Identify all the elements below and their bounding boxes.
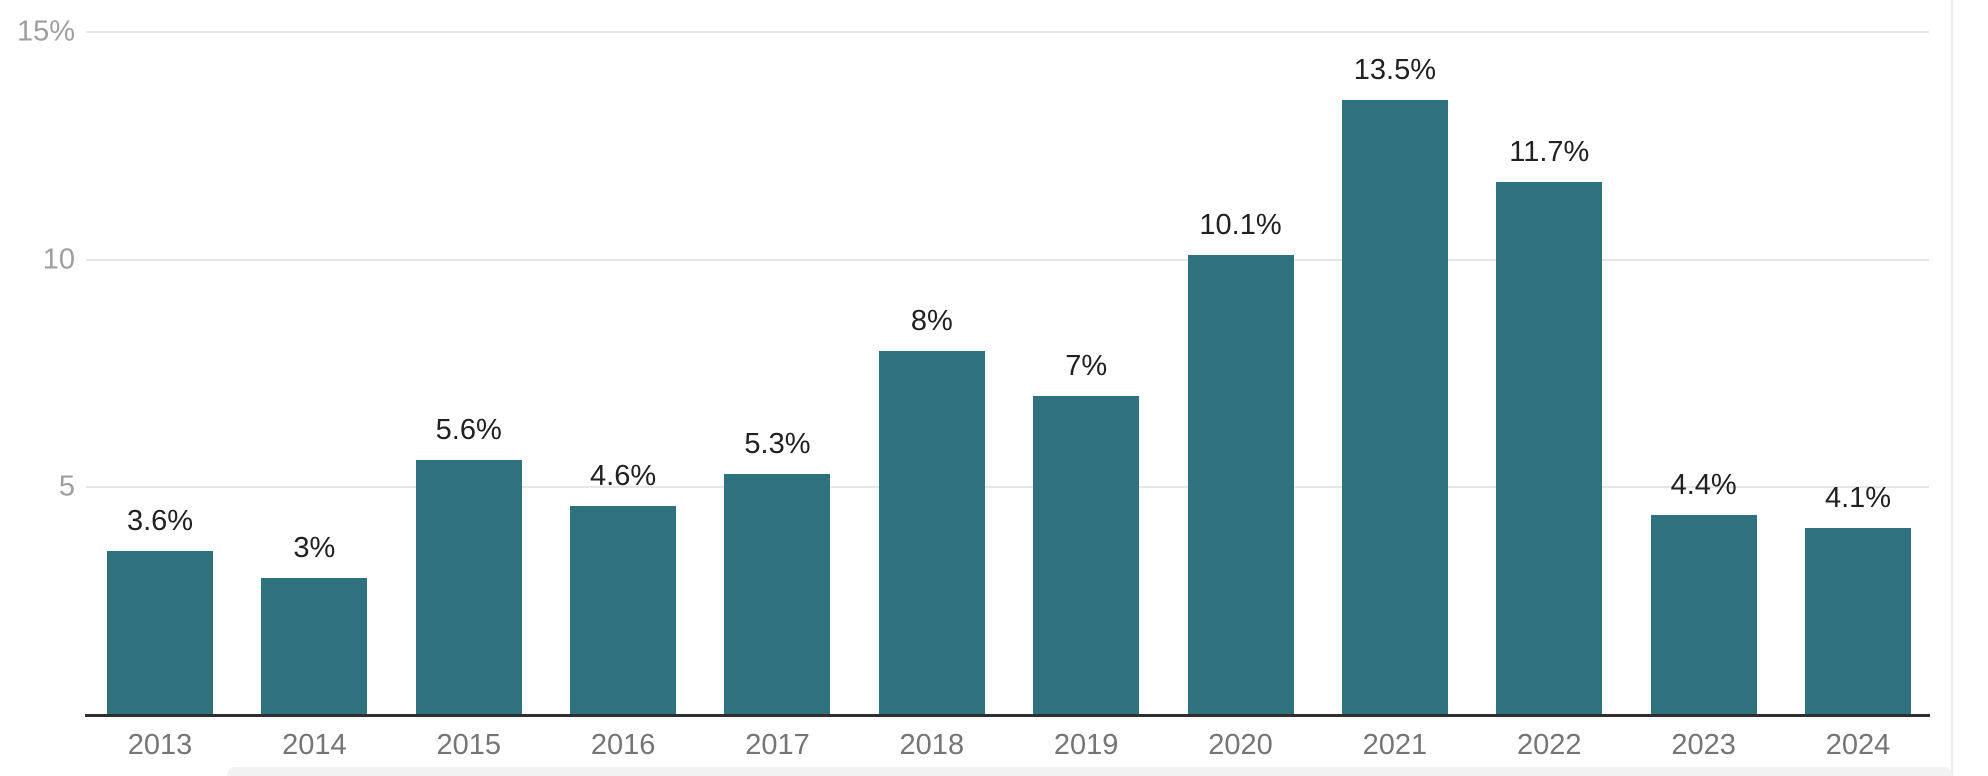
bar-value-label: 13.5% bbox=[1353, 54, 1437, 87]
x-axis-tick-label: 2016 bbox=[590, 729, 656, 761]
bar-value-label: 10.1% bbox=[1199, 209, 1282, 242]
content-edge-divider bbox=[1951, 0, 1953, 776]
gridline-5 bbox=[86, 486, 1929, 489]
x-axis-tick-label: 2021 bbox=[1362, 729, 1428, 761]
bar-value-label: 3% bbox=[293, 532, 336, 565]
bar-value-label: 4.6% bbox=[590, 459, 657, 492]
gridline-10 bbox=[86, 258, 1929, 261]
x-axis-tick-label: 2014 bbox=[282, 729, 347, 761]
bar-value-label: 3.6% bbox=[126, 505, 194, 538]
bar-value-label: 4.4% bbox=[1670, 468, 1737, 501]
bar-value-label: 4.1% bbox=[1824, 482, 1892, 515]
bar-value-label: 8% bbox=[910, 304, 953, 337]
y-axis-tick-label: 5 bbox=[58, 470, 75, 503]
y-axis-tick-label: 10 bbox=[42, 243, 75, 276]
x-axis-tick-label: 2015 bbox=[436, 729, 501, 761]
bar-value-label: 11.7% bbox=[1509, 136, 1590, 169]
x-axis-tick-label: 2019 bbox=[1053, 729, 1119, 761]
bar-2019[interactable] bbox=[1033, 396, 1140, 715]
bar-2016[interactable] bbox=[570, 505, 677, 715]
x-axis-tick-label: 2024 bbox=[1825, 729, 1891, 761]
cutoff-element-below-chart bbox=[227, 767, 1952, 776]
bar-2023[interactable] bbox=[1650, 514, 1757, 715]
bar-2020[interactable] bbox=[1187, 255, 1294, 715]
bar-2017[interactable] bbox=[724, 473, 831, 715]
x-axis-tick-label: 2017 bbox=[745, 729, 810, 761]
x-axis-tick-label: 2023 bbox=[1671, 729, 1736, 761]
y-axis-tick-label: 15% bbox=[16, 15, 75, 48]
bar-value-label: 5.6% bbox=[435, 414, 502, 446]
bar-value-label: 5.3% bbox=[744, 427, 811, 460]
x-axis-tick-label: 2013 bbox=[127, 729, 193, 761]
x-axis-tick-label: 2020 bbox=[1208, 729, 1273, 761]
gridline-15 bbox=[86, 31, 1929, 33]
bar-2018[interactable] bbox=[878, 350, 985, 715]
bar-2024[interactable] bbox=[1805, 528, 1911, 715]
bar-value-label: 7% bbox=[1065, 350, 1108, 383]
bar-2014[interactable] bbox=[261, 578, 368, 715]
x-axis-line bbox=[85, 714, 1930, 717]
bar-2015[interactable] bbox=[415, 460, 522, 715]
x-axis-tick-label: 2022 bbox=[1517, 729, 1582, 761]
bar-2013[interactable] bbox=[107, 551, 213, 715]
bar-2022[interactable] bbox=[1496, 182, 1603, 715]
x-axis-tick-label: 2018 bbox=[899, 729, 965, 761]
bar-2021[interactable] bbox=[1341, 100, 1448, 715]
